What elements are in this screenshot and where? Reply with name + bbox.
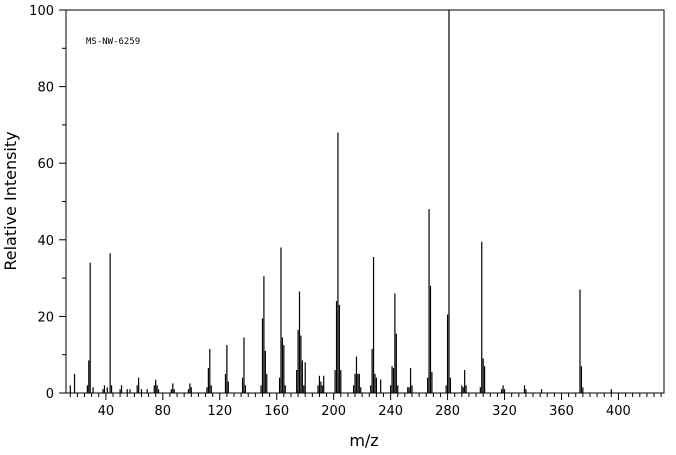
y-tick-label: 80 [37, 81, 54, 96]
x-tick-label: 400 [606, 404, 631, 419]
x-tick-label: 200 [321, 404, 346, 419]
peak-series [69, 10, 612, 393]
x-tick-label: 320 [492, 404, 517, 419]
y-axis-label: Relative Intensity [1, 131, 20, 270]
plot-frame [65, 9, 665, 394]
plot-border [65, 9, 665, 394]
x-tick-label: 40 [98, 404, 115, 419]
y-tick-label: 60 [37, 157, 54, 172]
spectrum-id-label: MS-NW-6259 [86, 37, 140, 47]
x-tick-label: 240 [378, 404, 403, 419]
x-axis-label: m/z [349, 431, 378, 450]
y-tick-label: 100 [29, 4, 54, 19]
x-tick-label: 160 [264, 404, 289, 419]
y-tick-label: 20 [37, 310, 54, 325]
x-axis-ticks: 40 80 120 160 200 240 280 320 360 400 [69, 393, 662, 419]
x-tick-label: 360 [549, 404, 574, 419]
x-tick-label: 120 [207, 404, 232, 419]
y-tick-label: 0 [46, 387, 54, 402]
y-axis-ticks: 0 20 40 60 80 100 [29, 4, 66, 402]
x-tick-label: 80 [155, 404, 172, 419]
y-tick-label: 40 [37, 234, 54, 249]
x-tick-label: 280 [435, 404, 460, 419]
